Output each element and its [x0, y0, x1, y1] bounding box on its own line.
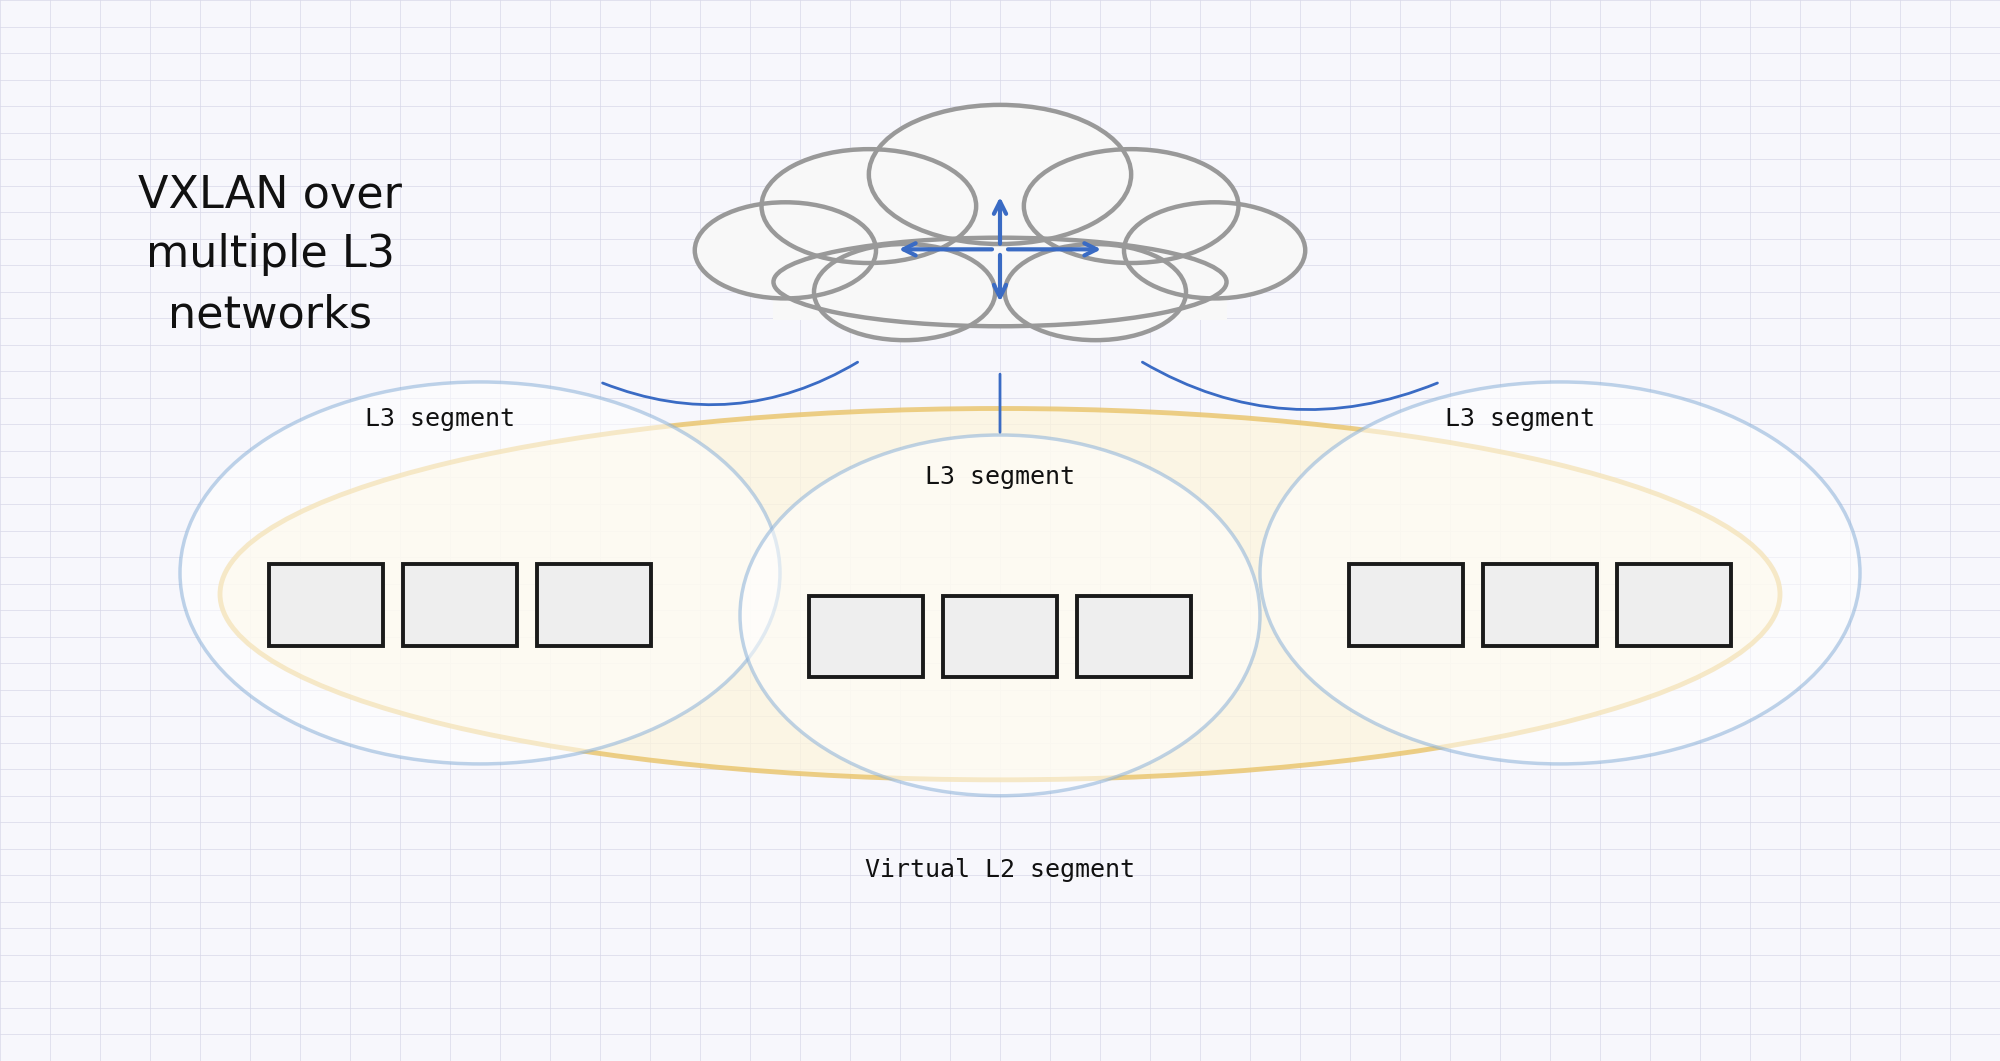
FancyBboxPatch shape	[536, 563, 650, 645]
Text: Virtual L2 segment: Virtual L2 segment	[864, 858, 1136, 882]
FancyBboxPatch shape	[1484, 563, 1598, 645]
Ellipse shape	[740, 435, 1260, 796]
Text: L3 segment: L3 segment	[364, 407, 516, 431]
Bar	[774, 206, 1226, 320]
Ellipse shape	[774, 238, 1226, 327]
Text: VXLAN over
multiple L3
networks: VXLAN over multiple L3 networks	[138, 173, 402, 336]
FancyBboxPatch shape	[1350, 563, 1464, 645]
Circle shape	[814, 244, 996, 341]
Circle shape	[1004, 244, 1186, 341]
FancyBboxPatch shape	[1616, 563, 1732, 645]
Ellipse shape	[1260, 382, 1860, 764]
Circle shape	[868, 105, 1132, 244]
FancyBboxPatch shape	[944, 596, 1056, 678]
Ellipse shape	[220, 408, 1780, 780]
Circle shape	[1124, 203, 1306, 298]
Text: L3 segment: L3 segment	[1444, 407, 1596, 431]
Circle shape	[762, 150, 976, 263]
FancyBboxPatch shape	[268, 563, 382, 645]
Circle shape	[1024, 150, 1238, 263]
Ellipse shape	[180, 382, 780, 764]
FancyBboxPatch shape	[808, 596, 922, 678]
FancyBboxPatch shape	[402, 563, 516, 645]
Text: L3 segment: L3 segment	[924, 466, 1076, 489]
FancyBboxPatch shape	[1076, 596, 1192, 678]
Circle shape	[694, 203, 876, 298]
